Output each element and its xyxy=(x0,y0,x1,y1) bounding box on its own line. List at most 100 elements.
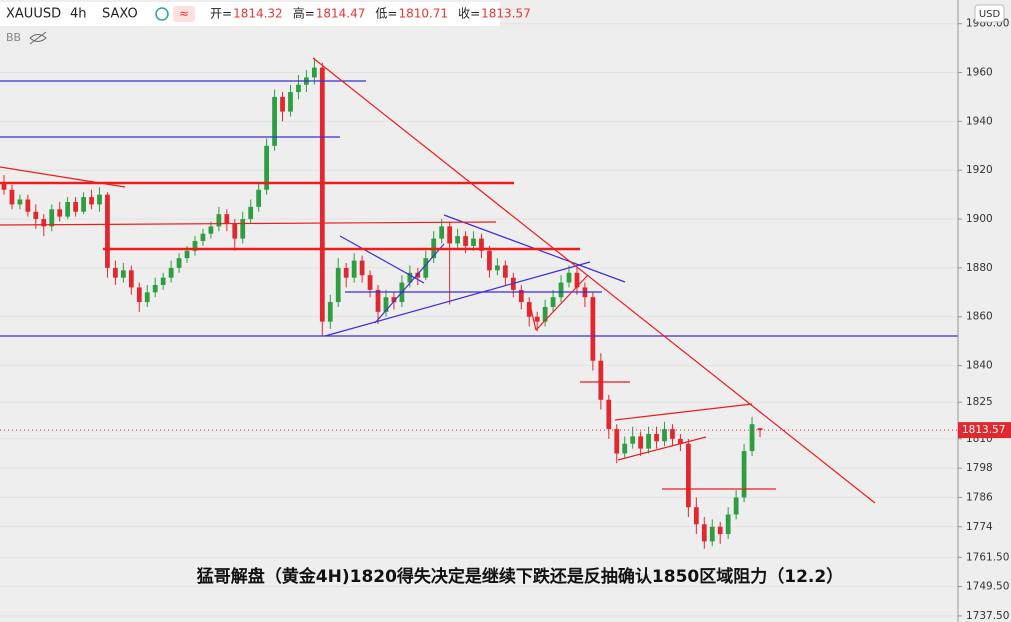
y-tick-label: 1940 xyxy=(966,115,993,127)
y-tick-label: 1960 xyxy=(966,67,993,79)
candle-body xyxy=(479,238,484,251)
ohlc-value: 1813.57 xyxy=(481,7,531,21)
candle-body xyxy=(733,497,739,515)
candle-body xyxy=(439,226,445,239)
candle-body xyxy=(73,201,79,212)
source: SAXO xyxy=(102,7,138,22)
candle-body xyxy=(630,436,636,444)
candle-body xyxy=(208,226,214,234)
candle-body xyxy=(487,250,492,271)
candle-body xyxy=(606,399,612,430)
ohlc-label: 低= xyxy=(375,7,397,21)
candle-body xyxy=(447,226,453,244)
candle-body xyxy=(415,272,421,278)
symbol: XAUUSD xyxy=(6,7,61,22)
candle-body xyxy=(662,429,667,442)
ohlc-label: 收= xyxy=(458,7,480,21)
candle-body xyxy=(741,451,747,498)
currency: USD xyxy=(979,9,1001,20)
y-tick-label: 1920 xyxy=(966,164,993,176)
candle-body xyxy=(256,189,262,207)
compare-icon[interactable] xyxy=(173,6,195,22)
candles xyxy=(1,57,763,549)
candle-body xyxy=(463,236,468,246)
ohlc-label: 高= xyxy=(293,6,315,21)
candle-body xyxy=(232,223,238,239)
interval: 4h xyxy=(70,7,87,22)
y-tick-label: 1900 xyxy=(966,213,993,225)
candle-body xyxy=(144,292,150,303)
drawings xyxy=(0,57,958,504)
candle-body xyxy=(1,182,7,190)
candle-body xyxy=(248,206,254,220)
trend-line xyxy=(312,57,876,504)
candle-body xyxy=(359,260,365,276)
visibility-icon[interactable] xyxy=(29,31,47,45)
trend-line xyxy=(0,221,497,226)
candle-body xyxy=(622,443,628,454)
candle-body xyxy=(168,267,174,278)
candle-body xyxy=(311,67,317,78)
candle-body xyxy=(280,96,285,112)
candle-body xyxy=(693,507,699,525)
candle-body xyxy=(296,84,301,93)
candle-body xyxy=(17,199,23,205)
grid xyxy=(0,23,958,617)
y-tick-label: 1761.50 xyxy=(966,551,1009,563)
last-price-label: 1813.57 xyxy=(962,424,1005,436)
y-tick-label: 1749.50 xyxy=(966,581,1009,593)
candle-body xyxy=(216,214,222,227)
candle-body xyxy=(574,272,580,288)
trend-line xyxy=(324,261,591,337)
candle-body xyxy=(41,219,47,227)
candle-body xyxy=(136,287,142,303)
candle-body xyxy=(749,424,755,452)
candle-body xyxy=(407,272,413,283)
ohlc-value: 1810.71 xyxy=(398,7,448,21)
y-tick-label: 1798 xyxy=(966,462,993,474)
candle-body xyxy=(192,241,198,251)
trend-line xyxy=(614,403,753,421)
candle-body xyxy=(9,189,15,205)
candle-body xyxy=(319,67,325,322)
candle-body xyxy=(383,297,389,312)
last-price-badge xyxy=(958,422,1011,439)
candle-body xyxy=(176,258,182,268)
candle-body xyxy=(558,282,564,298)
candle-body xyxy=(717,526,723,535)
candle-body xyxy=(375,289,381,312)
candle-body xyxy=(725,514,731,535)
y-tick-label: 1880 xyxy=(966,262,993,274)
candle-body xyxy=(128,270,134,288)
candle-body xyxy=(423,258,429,278)
currency-button[interactable] xyxy=(974,4,1005,23)
candle-body xyxy=(120,270,126,278)
y-tick-label: 1840 xyxy=(966,360,993,372)
candle-body xyxy=(33,211,39,220)
ohlc-value: 1814.47 xyxy=(316,7,366,21)
candle-body xyxy=(709,526,715,542)
candle-body xyxy=(113,267,118,278)
status-icon[interactable] xyxy=(155,7,169,21)
candle-body xyxy=(160,277,166,285)
candle-body xyxy=(367,275,373,290)
price-axis xyxy=(958,0,1011,622)
candle-body xyxy=(598,360,604,400)
candle-body xyxy=(654,433,659,442)
candle-body xyxy=(391,297,397,303)
ohlc-value: 1814.32 xyxy=(233,7,283,21)
candle-body xyxy=(542,306,548,322)
y-tick-label: 1774 xyxy=(966,521,993,533)
candle-body xyxy=(678,438,683,444)
candle-body xyxy=(200,233,206,242)
candle-body xyxy=(502,265,508,278)
candle-body xyxy=(272,96,277,146)
candle-body xyxy=(288,92,293,112)
compare-glyph: ≈ xyxy=(179,7,189,21)
candle-body xyxy=(518,289,524,303)
candle-body xyxy=(343,267,349,278)
candle-body xyxy=(105,194,110,268)
